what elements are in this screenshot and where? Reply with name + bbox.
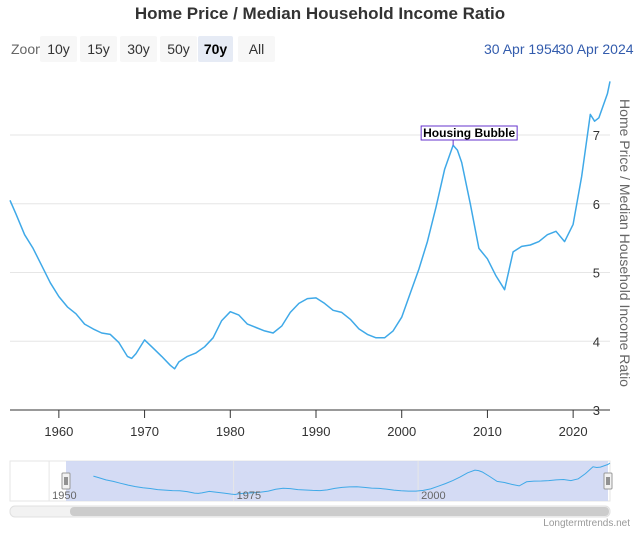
zoom-label: Zoom <box>11 41 47 57</box>
navigator-labels: 1950 1975 2000 <box>52 490 445 502</box>
date-range-to[interactable]: 30 Apr 2024 <box>558 41 634 57</box>
scrollbar-thumb[interactable] <box>70 507 609 516</box>
navigator-series <box>93 462 611 496</box>
y-tick-label: 6 <box>593 197 600 212</box>
navigator-label: 1975 <box>237 490 261 502</box>
x-tick-label: 2010 <box>473 424 502 439</box>
navigator[interactable]: 1950 1975 2000 <box>9 460 613 502</box>
chart-title: Home Price / Median Household Income Rat… <box>134 4 506 23</box>
x-tick-label: 1960 <box>44 424 73 439</box>
navigator-left-handle[interactable] <box>61 472 71 490</box>
date-range-from[interactable]: 30 Apr 1954 <box>484 41 560 57</box>
y-tick-label: 5 <box>593 266 600 281</box>
x-tick-label: 2000 <box>387 424 416 439</box>
scrollbar[interactable] <box>9 505 611 518</box>
navigator-label: 2000 <box>421 490 445 502</box>
annotation-box <box>420 125 518 141</box>
y-tick-label: 4 <box>593 334 600 349</box>
series-line <box>9 81 611 370</box>
annotation-label: Housing Bubble <box>423 126 515 140</box>
x-tick-label: 2020 <box>559 424 588 439</box>
zoom-button-50y[interactable]: 50y <box>160 36 197 62</box>
x-tick-label: 1970 <box>130 424 159 439</box>
x-axis: 1960 1970 1980 1990 2000 2010 2020 <box>10 409 610 439</box>
x-tick-label: 1990 <box>302 424 331 439</box>
zoom-button-10y[interactable]: 10y <box>40 36 77 62</box>
zoom-button-70y[interactable]: 70y <box>198 36 233 62</box>
y-axis: 3 4 5 6 7 <box>593 128 600 418</box>
x-tick-label: 1980 <box>216 424 245 439</box>
navigator-label: 1950 <box>52 490 76 502</box>
grid <box>10 134 610 411</box>
navigator-right-handle[interactable] <box>603 472 613 490</box>
y-tick-label: 3 <box>593 403 600 418</box>
y-tick-label: 7 <box>593 128 600 143</box>
zoom-button-15y[interactable]: 15y <box>80 36 117 62</box>
zoom-button-all[interactable]: All <box>238 36 275 62</box>
navigator-selected-range[interactable] <box>66 461 608 501</box>
annotation: Housing Bubble <box>420 125 518 146</box>
credit-text: Longtermtrends.net <box>543 518 630 529</box>
zoom-button-30y[interactable]: 30y <box>120 36 157 62</box>
y-axis-title: Home Price / Median Household Income Rat… <box>617 99 633 387</box>
